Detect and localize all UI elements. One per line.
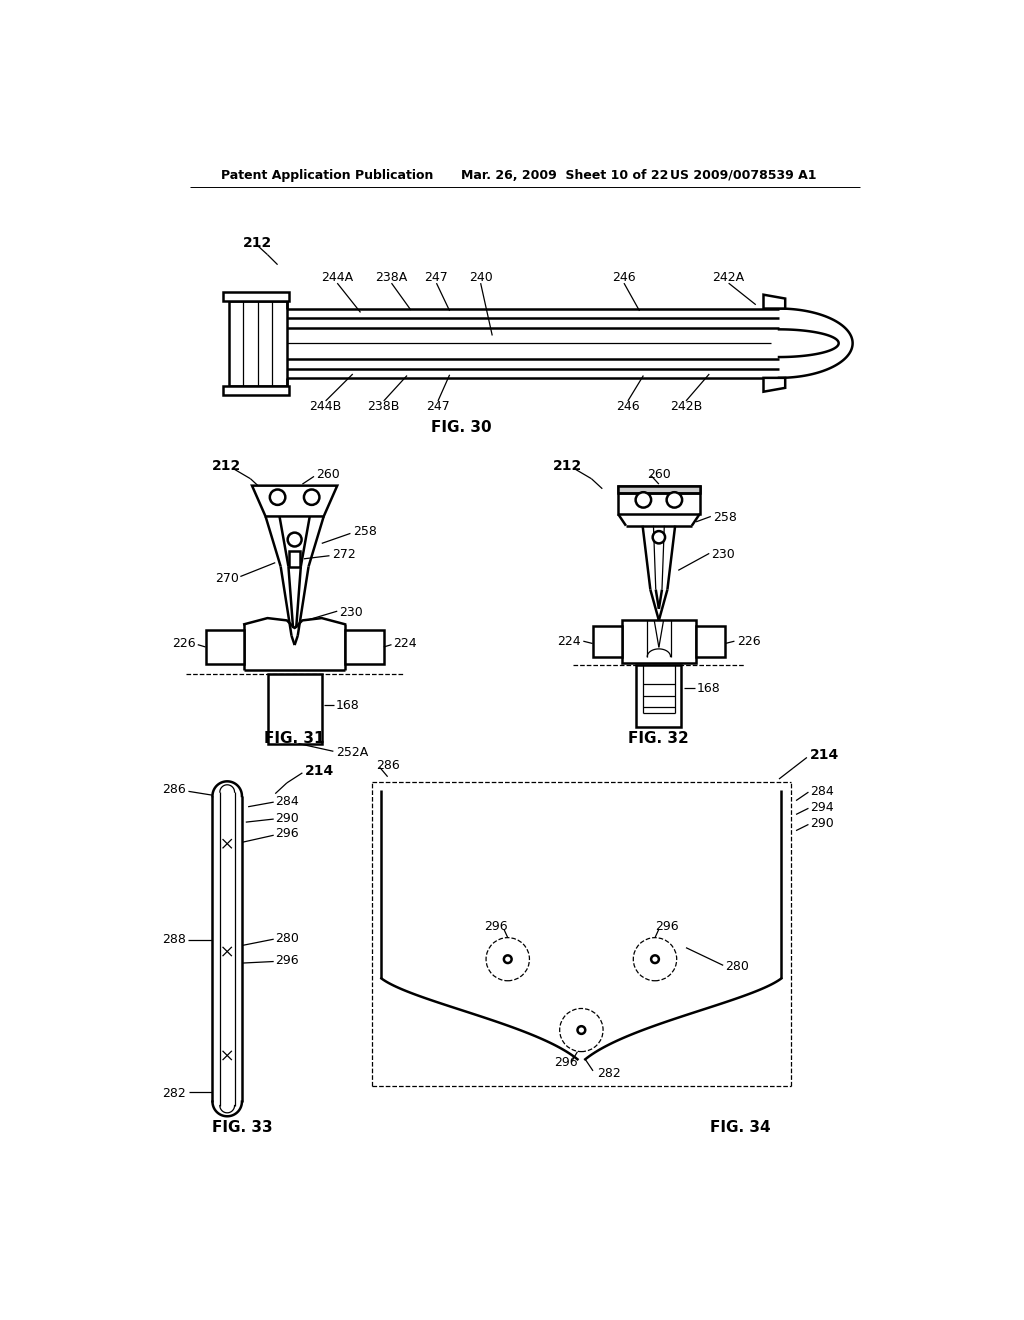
Polygon shape <box>252 486 337 516</box>
Text: 212: 212 <box>243 236 272 249</box>
Text: 238A: 238A <box>376 271 408 284</box>
Polygon shape <box>695 626 725 656</box>
Text: 224: 224 <box>393 636 417 649</box>
Text: 240: 240 <box>469 271 493 284</box>
Polygon shape <box>622 620 695 663</box>
Polygon shape <box>618 486 699 494</box>
Circle shape <box>504 956 512 964</box>
Polygon shape <box>764 294 785 309</box>
Text: 212: 212 <box>553 459 582 474</box>
Text: FIG. 34: FIG. 34 <box>710 1119 771 1135</box>
Text: 230: 230 <box>340 606 364 619</box>
Text: 280: 280 <box>275 932 299 945</box>
Circle shape <box>652 531 665 544</box>
Circle shape <box>560 1008 603 1052</box>
Text: 226: 226 <box>173 636 197 649</box>
Text: 242B: 242B <box>670 400 702 413</box>
Text: FIG. 32: FIG. 32 <box>629 731 689 746</box>
Text: Patent Application Publication: Patent Application Publication <box>221 169 433 182</box>
Text: 226: 226 <box>736 635 761 648</box>
Polygon shape <box>222 385 289 395</box>
Text: 296: 296 <box>484 920 508 933</box>
Text: 238B: 238B <box>368 400 400 413</box>
Circle shape <box>651 956 658 964</box>
Circle shape <box>304 490 319 506</box>
Text: 260: 260 <box>316 469 340 482</box>
Polygon shape <box>267 675 322 743</box>
Text: 258: 258 <box>352 525 377 539</box>
Polygon shape <box>222 292 289 301</box>
Polygon shape <box>345 630 384 664</box>
Text: 286: 286 <box>163 783 186 796</box>
Text: 247: 247 <box>426 400 450 413</box>
Text: 296: 296 <box>654 920 679 933</box>
Text: 288: 288 <box>162 933 186 946</box>
Text: 252A: 252A <box>336 746 368 759</box>
Circle shape <box>667 492 682 508</box>
Text: 244A: 244A <box>322 271 353 284</box>
Text: 246: 246 <box>612 271 636 284</box>
Text: US 2009/0078539 A1: US 2009/0078539 A1 <box>671 169 817 182</box>
Circle shape <box>270 490 286 506</box>
Text: 270: 270 <box>215 572 239 585</box>
Circle shape <box>633 937 677 981</box>
Polygon shape <box>618 486 699 515</box>
Text: 168: 168 <box>336 698 359 711</box>
Text: 286: 286 <box>376 759 399 772</box>
Text: 214: 214 <box>810 748 840 762</box>
Text: 212: 212 <box>212 459 241 474</box>
Polygon shape <box>228 301 287 385</box>
Text: 214: 214 <box>305 763 334 777</box>
Text: 168: 168 <box>697 681 721 694</box>
Text: 246: 246 <box>616 400 640 413</box>
Text: FIG. 33: FIG. 33 <box>212 1119 273 1135</box>
Text: 296: 296 <box>554 1056 578 1069</box>
Text: 296: 296 <box>275 954 299 968</box>
Circle shape <box>288 533 302 546</box>
Text: 224: 224 <box>557 635 581 648</box>
Text: FIG. 31: FIG. 31 <box>264 731 325 746</box>
Text: 247: 247 <box>425 271 449 284</box>
Text: 260: 260 <box>647 467 671 480</box>
Text: FIG. 30: FIG. 30 <box>431 420 492 436</box>
Text: Mar. 26, 2009  Sheet 10 of 22: Mar. 26, 2009 Sheet 10 of 22 <box>461 169 669 182</box>
Polygon shape <box>593 626 622 656</box>
Text: 290: 290 <box>275 812 299 825</box>
Circle shape <box>636 492 651 508</box>
Text: 284: 284 <box>810 785 834 797</box>
Circle shape <box>486 937 529 981</box>
Text: 294: 294 <box>810 801 834 814</box>
Text: 272: 272 <box>332 548 355 561</box>
Text: 280: 280 <box>725 961 749 973</box>
Text: 244B: 244B <box>309 400 342 413</box>
Text: 282: 282 <box>597 1067 621 1080</box>
Text: 296: 296 <box>275 828 299 841</box>
Text: 258: 258 <box>713 511 737 524</box>
Text: 284: 284 <box>275 795 299 808</box>
Polygon shape <box>289 552 300 566</box>
Text: 282: 282 <box>163 1088 186 1101</box>
Polygon shape <box>764 378 785 392</box>
Polygon shape <box>636 665 681 726</box>
Polygon shape <box>206 630 245 664</box>
Circle shape <box>578 1026 586 1034</box>
Text: 230: 230 <box>712 548 735 561</box>
Text: 242A: 242A <box>713 271 744 284</box>
Text: 290: 290 <box>810 817 834 830</box>
